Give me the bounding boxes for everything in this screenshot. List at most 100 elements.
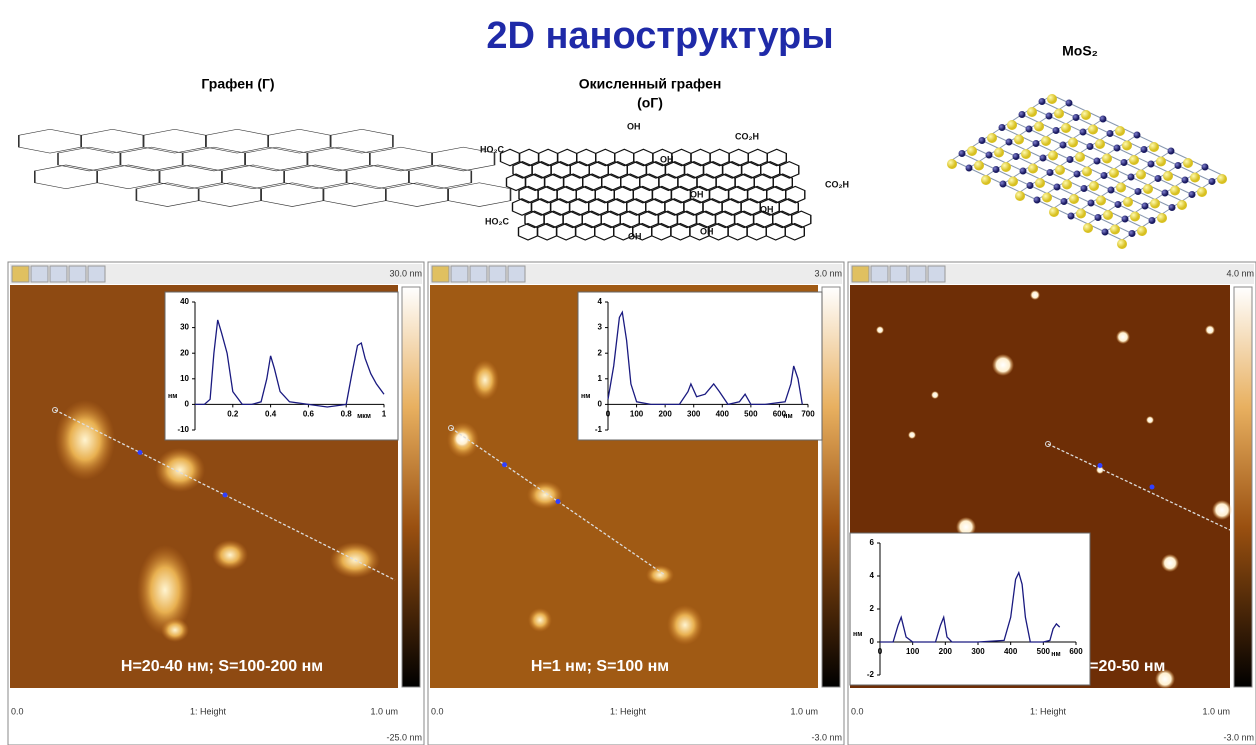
particle — [527, 481, 563, 509]
sulfur-atom — [1014, 135, 1024, 145]
hexagon — [386, 183, 448, 207]
functional-group: OH — [660, 154, 674, 164]
mo-atom — [1128, 174, 1135, 181]
mo-atom — [1027, 182, 1034, 189]
hexagon — [526, 174, 545, 191]
x-tick-label: 400 — [716, 410, 730, 419]
y-tick-label: -1 — [595, 425, 603, 434]
toolbar-button[interactable] — [432, 266, 449, 282]
sulfur-atom — [1103, 210, 1113, 220]
toolbar-button[interactable] — [31, 266, 48, 282]
hexagon — [582, 211, 601, 228]
sulfur-atom — [1061, 123, 1071, 133]
toolbar-button[interactable] — [470, 266, 487, 282]
y-axis-label: нм — [581, 393, 590, 400]
hexagon — [532, 199, 551, 216]
y-tick-label: 6 — [870, 538, 875, 547]
functional-group: OH — [760, 204, 774, 214]
mo-atom — [1122, 216, 1129, 223]
hexagon — [735, 174, 754, 191]
functional-group: OH — [628, 231, 642, 241]
hexagon — [678, 174, 697, 191]
hexagon — [658, 211, 677, 228]
toolbar-button[interactable] — [12, 266, 29, 282]
y-tick-label: 20 — [180, 348, 189, 357]
cursor — [223, 493, 228, 498]
toolbar-button[interactable] — [928, 266, 945, 282]
mo-atom — [1108, 187, 1115, 194]
sulfur-atom — [1190, 173, 1200, 183]
y-tick-label: 1 — [598, 374, 603, 383]
hexagon — [671, 224, 690, 241]
toolbar-button[interactable] — [451, 266, 468, 282]
x-start: 0.0 — [431, 706, 444, 716]
hexagon — [97, 165, 159, 189]
mo-atom — [1019, 111, 1026, 118]
hexagon — [773, 211, 792, 228]
hexagon — [671, 186, 690, 203]
hexagon — [767, 186, 786, 203]
hexagon — [608, 162, 627, 179]
hexagon — [551, 199, 570, 216]
sulfur-atom — [1034, 122, 1044, 132]
toolbar-button[interactable] — [50, 266, 67, 282]
sulfur-atom — [967, 146, 977, 156]
hexagon — [323, 183, 385, 207]
sulfur-atom — [1115, 126, 1125, 136]
sulfur-atom — [1170, 186, 1180, 196]
hexagon — [615, 149, 634, 166]
toolbar-button[interactable] — [69, 266, 86, 282]
hexagon — [595, 186, 614, 203]
afm-panel: 3.0 nm-3.0 nm0.01: Height1.0 umH=1 нм; S… — [428, 262, 844, 745]
toolbar-button[interactable] — [871, 266, 888, 282]
x-tick-label: 500 — [744, 410, 758, 419]
toolbar-button[interactable] — [508, 266, 525, 282]
hexagon — [564, 174, 583, 191]
mo-atom — [993, 166, 1000, 173]
mo-atom — [1074, 171, 1081, 178]
hexagon — [742, 162, 761, 179]
hexagon — [602, 174, 621, 191]
hexagon — [563, 211, 582, 228]
mo-atom — [1168, 148, 1175, 155]
x-tick-label: 200 — [658, 410, 672, 419]
particle — [471, 360, 499, 400]
mo-atom — [1034, 197, 1041, 204]
sulfur-atom — [1068, 138, 1078, 148]
x-tick-label: 300 — [971, 647, 985, 656]
toolbar-button[interactable] — [909, 266, 926, 282]
y-tick-label: 2 — [598, 348, 603, 357]
particle — [908, 431, 916, 439]
scale-max: 3.0 nm — [814, 268, 842, 278]
mo-atom — [1094, 158, 1101, 165]
mo-atom — [1040, 155, 1047, 162]
toolbar-button[interactable] — [88, 266, 105, 282]
hexagon — [307, 147, 369, 171]
hexagon — [710, 186, 729, 203]
hexagon — [710, 149, 729, 166]
particle — [161, 618, 189, 642]
hexagon — [519, 186, 538, 203]
hexagon — [722, 199, 741, 216]
mo-atom — [1100, 116, 1107, 123]
x-start: 0.0 — [851, 706, 864, 716]
hexagon — [621, 174, 640, 191]
hexagon — [284, 165, 346, 189]
sulfur-atom — [1163, 171, 1173, 181]
sulfur-atom — [1130, 212, 1140, 222]
hexagon — [513, 199, 532, 216]
toolbar-button[interactable] — [489, 266, 506, 282]
mo-atom — [1134, 132, 1141, 139]
hexagon — [538, 186, 557, 203]
y-tick-label: 10 — [180, 374, 189, 383]
sulfur-atom — [1117, 239, 1127, 249]
hexagon — [222, 165, 284, 189]
mo-atom — [979, 137, 986, 144]
toolbar-button[interactable] — [890, 266, 907, 282]
mo-atom — [1175, 162, 1182, 169]
hexagon — [370, 147, 432, 171]
hexagon — [507, 174, 526, 191]
slide: 2D наноструктуры Графен (Г) Окисленный г… — [0, 0, 1256, 745]
sulfur-atom — [981, 175, 991, 185]
toolbar-button[interactable] — [852, 266, 869, 282]
